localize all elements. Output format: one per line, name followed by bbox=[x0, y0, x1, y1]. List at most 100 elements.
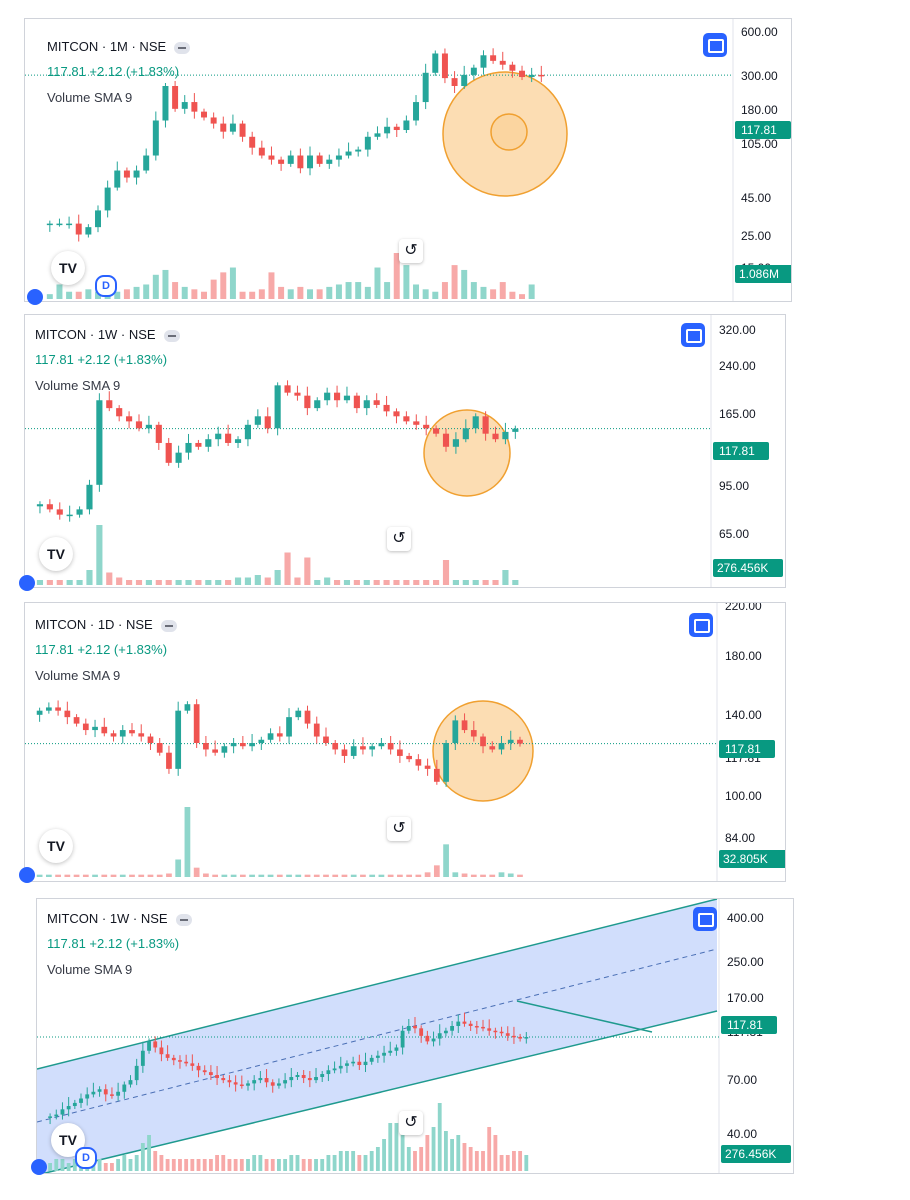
candle-body bbox=[138, 733, 145, 737]
volume-bar bbox=[406, 1147, 411, 1171]
chart-panel-1w[interactable]: 320.00240.00165.00135.0095.0065.0050.001… bbox=[19, 314, 786, 591]
volume-bar bbox=[239, 291, 246, 299]
volume-bar bbox=[289, 1155, 294, 1171]
chart-1w-svg[interactable]: 320.00240.00165.00135.0095.0065.0050.001… bbox=[25, 315, 785, 587]
dividend-badge-icon[interactable]: D bbox=[75, 1147, 97, 1169]
candle-body bbox=[443, 743, 449, 782]
candle-body bbox=[499, 60, 506, 65]
volume-bar bbox=[64, 874, 71, 877]
last-price-label-bg bbox=[721, 1016, 777, 1034]
chart-panel-1w-channel[interactable]: 400.00 250.00 170.00 117.81 70.00 40.00 117.81… bbox=[31, 898, 794, 1175]
y-tick-label: 105.00 bbox=[741, 137, 778, 151]
legend-1w: MITCON · 1W · NSE 117.81 +2.12 (+1.83%) … bbox=[35, 327, 180, 394]
volume-bar bbox=[85, 289, 92, 299]
y-tick-label: 220.00 bbox=[725, 603, 762, 613]
candle-body bbox=[46, 223, 53, 226]
collapse-icon[interactable] bbox=[174, 41, 191, 54]
last-price-label: 117.81 bbox=[727, 1018, 763, 1032]
candle-body bbox=[208, 1072, 213, 1076]
fullscreen-icon[interactable] bbox=[693, 907, 717, 931]
volume-bar bbox=[252, 1155, 257, 1171]
candle-body bbox=[249, 136, 256, 148]
candle-body bbox=[126, 416, 133, 422]
volume-bar bbox=[152, 274, 159, 299]
reset-chart-icon[interactable]: ↺ bbox=[387, 527, 411, 551]
candle-body bbox=[254, 416, 261, 425]
candle-body bbox=[498, 743, 505, 750]
chart-panel-1d[interactable]: 220.00 180.00 140.00 117.81 100.00 84.00 117.8… bbox=[19, 602, 786, 883]
candle-body bbox=[56, 509, 63, 515]
last-volume-label: 276.456K bbox=[725, 1147, 776, 1161]
reset-chart-icon[interactable]: ↺ bbox=[399, 1111, 423, 1135]
volume-bar bbox=[492, 580, 499, 585]
candle-body bbox=[140, 1050, 145, 1066]
candle-body bbox=[172, 85, 179, 109]
scroll-indicator-icon[interactable] bbox=[19, 575, 35, 591]
reset-chart-icon[interactable]: ↺ bbox=[399, 239, 423, 263]
candle-body bbox=[76, 509, 83, 515]
candle-body bbox=[145, 424, 152, 429]
volume-bar bbox=[295, 874, 302, 877]
candle-body bbox=[64, 710, 71, 718]
dividend-badge-icon[interactable]: D bbox=[95, 275, 117, 297]
volume-bar bbox=[268, 272, 275, 299]
candle-body bbox=[203, 743, 209, 750]
candle-body bbox=[423, 424, 430, 429]
collapse-icon[interactable] bbox=[163, 329, 180, 342]
volume-bar bbox=[294, 577, 301, 585]
volume-bar bbox=[215, 1155, 219, 1171]
volume-bar bbox=[320, 1159, 325, 1171]
volume-bar bbox=[423, 580, 430, 585]
candle-body bbox=[103, 1089, 108, 1095]
chart-panel-1m[interactable]: 600.00300.00180.00105.0045.0025.0015.001… bbox=[24, 18, 792, 305]
reset-chart-icon[interactable]: ↺ bbox=[387, 817, 411, 841]
price-change: 117.81 +2.12 (+1.83%) bbox=[35, 642, 168, 657]
volume-bar bbox=[360, 874, 366, 877]
fullscreen-icon[interactable] bbox=[703, 33, 727, 57]
chart-1w-channel-svg[interactable]: 400.00 250.00 170.00 117.81 70.00 40.00 117.81… bbox=[37, 899, 793, 1173]
volume-indicator-label: Volume SMA 9 bbox=[35, 668, 121, 683]
chart-1m-svg[interactable]: 600.00300.00180.00105.0045.0025.0015.001… bbox=[25, 19, 791, 301]
candle-body bbox=[323, 736, 329, 743]
candle-body bbox=[388, 1050, 393, 1053]
volume-bar bbox=[363, 580, 370, 585]
volume-bar bbox=[505, 1155, 510, 1171]
candle-body bbox=[190, 1063, 195, 1066]
candle-body bbox=[196, 1065, 201, 1071]
candle-body bbox=[166, 752, 172, 769]
candle-body bbox=[205, 439, 212, 447]
candle-body bbox=[85, 1094, 90, 1099]
volume-bar bbox=[378, 874, 385, 877]
volume-indicator-label: Volume SMA 9 bbox=[47, 90, 133, 105]
chart-1d-svg[interactable]: 220.00 180.00 140.00 117.81 100.00 84.00 117.8… bbox=[25, 603, 785, 881]
candle-body bbox=[413, 102, 420, 121]
candle-body bbox=[450, 1025, 455, 1031]
volume-bar bbox=[196, 1159, 201, 1171]
fullscreen-icon[interactable] bbox=[681, 323, 705, 347]
candle-body bbox=[252, 1080, 257, 1084]
scroll-indicator-icon[interactable] bbox=[27, 289, 43, 305]
volume-bar bbox=[307, 289, 314, 299]
collapse-icon[interactable] bbox=[175, 913, 192, 926]
scroll-indicator-icon[interactable] bbox=[19, 867, 35, 883]
candle-body bbox=[360, 746, 366, 750]
volume-bar bbox=[258, 289, 265, 299]
scroll-indicator-icon[interactable] bbox=[31, 1159, 47, 1175]
volume-bar bbox=[239, 1159, 244, 1171]
volume-bar bbox=[297, 286, 304, 299]
volume-bar bbox=[110, 874, 117, 877]
volume-bar bbox=[101, 874, 108, 877]
candle-body bbox=[225, 433, 232, 443]
candle-body bbox=[332, 743, 339, 750]
collapse-icon[interactable] bbox=[160, 619, 177, 632]
candle-body bbox=[155, 424, 162, 443]
candle-body bbox=[461, 720, 468, 731]
volume-bar bbox=[400, 1135, 405, 1171]
candle-body bbox=[413, 1025, 417, 1029]
volume-bar bbox=[229, 267, 236, 299]
fullscreen-icon[interactable] bbox=[689, 613, 713, 637]
candle-body bbox=[406, 1025, 411, 1031]
volume-bar bbox=[75, 291, 82, 299]
volume-bar bbox=[487, 1127, 492, 1171]
volume-bar bbox=[394, 1123, 399, 1171]
